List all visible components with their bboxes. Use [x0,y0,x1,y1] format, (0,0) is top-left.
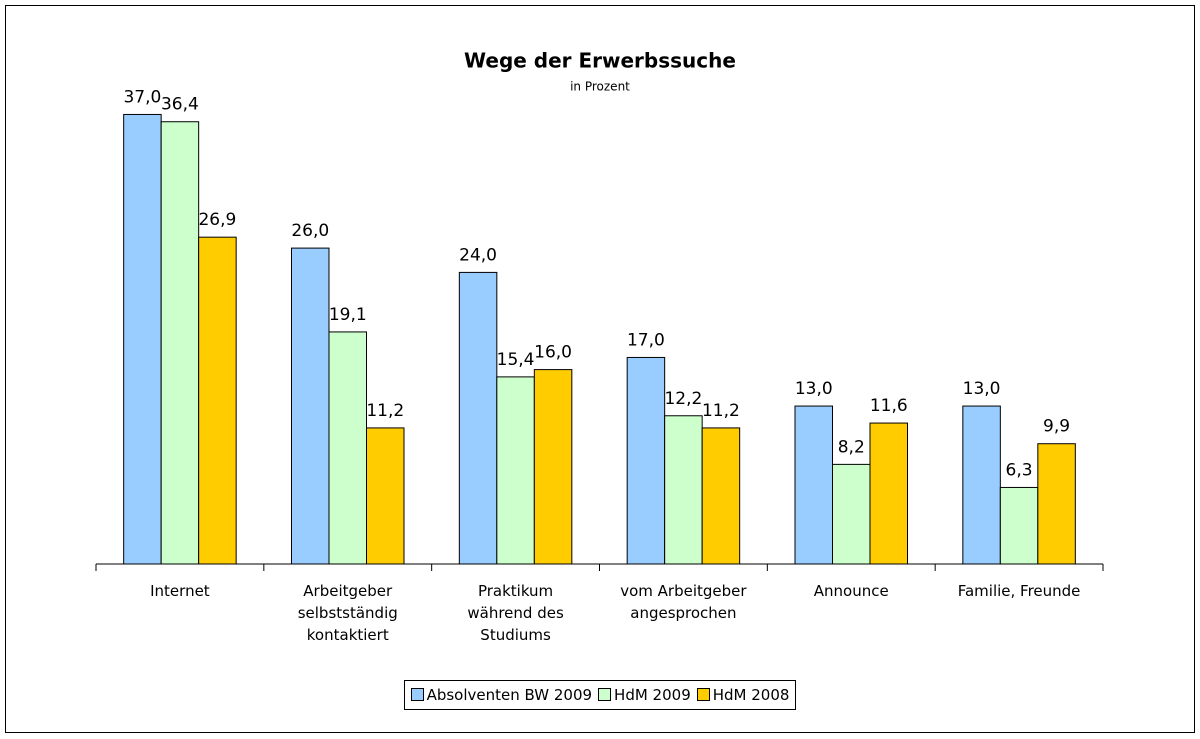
bar [999,486,1039,565]
data-label: 15,4 [497,350,535,370]
data-label: 8,2 [838,437,865,457]
legend-swatch [598,688,612,701]
data-label: 13,0 [963,379,1001,399]
legend-box: Absolventen BW 2009 HdM 2009 HdM 2008 [403,680,797,710]
data-label: 26,0 [291,221,329,241]
x-tick-label: Familie, Freunde [957,582,1081,600]
data-label: 11,6 [870,396,908,416]
legend-swatch [410,688,424,701]
bar [626,356,666,565]
data-label: 16,0 [534,343,572,363]
data-label: 13,0 [795,379,833,399]
data-label: 19,1 [329,305,367,325]
legend-label: HdM 2009 [614,686,691,704]
data-label: 11,2 [366,401,404,421]
bar [664,415,703,565]
data-label: 24,0 [459,245,497,265]
bar [160,121,200,565]
bar [198,236,237,565]
bar [496,376,535,565]
legend-label: Absolventen BW 2009 [426,686,593,704]
legend-label: HdM 2008 [712,686,790,704]
data-label: 12,2 [664,389,702,409]
bar [366,427,405,565]
data-label: 36,4 [161,95,199,115]
bar [1037,443,1076,565]
bar [533,369,573,565]
bar [458,271,498,565]
chart-subtitle: in Prozent [570,80,630,94]
bar [123,113,162,565]
legend-swatch [696,688,710,701]
data-label: 37,0 [123,87,161,107]
x-tick-label: vom Arbeitgeber angesprochen [620,582,747,622]
data-label: 9,9 [1043,417,1070,437]
legend-item: HdM 2009 [598,686,691,704]
x-tick-label: Announce [813,582,889,600]
x-tick-label: Arbeitgeber selbstständig kontaktiert [297,582,398,644]
chart-title: Wege der Erwerbssuche [464,49,736,73]
bar [962,405,1001,565]
legend-item: Absolventen BW 2009 [410,686,593,704]
bar [794,405,833,565]
data-label: 6,3 [1006,460,1033,480]
x-tick-label: Internet [150,582,210,600]
bar [328,331,367,565]
bar [869,422,908,565]
bar [832,463,871,565]
data-label: 17,0 [627,330,665,350]
data-label: 11,2 [702,401,740,421]
data-label: 26,9 [198,210,236,230]
x-tick-label: Praktikum während des Studiums [467,582,564,644]
bar [291,247,330,565]
legend-item: HdM 2008 [696,686,790,704]
bar [701,427,741,565]
legend: Absolventen BW 2009 HdM 2009 HdM 2008 [0,680,1200,710]
